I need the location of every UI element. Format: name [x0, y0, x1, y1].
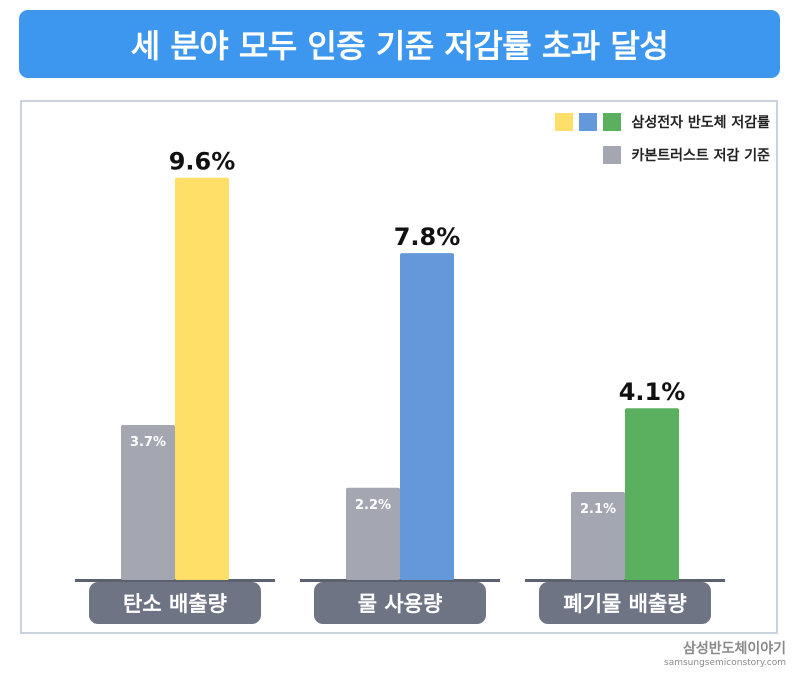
legend-label-carbon-trust: 카본트러스트 저감 기준 [631, 148, 770, 164]
category-label-2: 폐기물 배출량 [563, 592, 686, 616]
baseline-0 [75, 579, 275, 582]
label-samsung-0: 9.6% [169, 148, 236, 176]
label-standard-2: 2.1% [580, 502, 616, 517]
bar-samsung-2 [625, 408, 679, 580]
category-pill-0 [89, 582, 261, 624]
baseline-1 [300, 579, 500, 582]
label-standard-0: 3.7% [130, 435, 166, 450]
legend: 삼성전자 반도체 저감률 카본트러스트 저감 기준 [555, 112, 770, 178]
label-samsung-1: 7.8% [394, 223, 461, 251]
legend-label-samsung: 삼성전자 반도체 저감률 [631, 115, 770, 131]
watermark: 삼성반도체이야기 samsungsemiconstory.com [664, 641, 786, 669]
label-samsung-2: 4.1% [619, 378, 686, 406]
legend-item-carbon-trust: 카본트러스트 저감 기준 [555, 145, 770, 165]
legend-item-samsung: 삼성전자 반도체 저감률 [555, 112, 770, 132]
watermark-main: 삼성반도체이야기 [682, 641, 786, 657]
legend-swatch-yellow [555, 113, 574, 131]
chart-title: 세 분야 모두 인증 기준 저감률 초과 달성 [130, 27, 669, 65]
chart-title-banner: 세 분야 모두 인증 기준 저감률 초과 달성 [19, 10, 780, 78]
legend-swatch-blue [579, 113, 598, 131]
bar-standard-2 [571, 492, 625, 580]
label-standard-1: 2.2% [355, 498, 391, 513]
category-label-1: 물 사용량 [358, 592, 443, 616]
bar-standard-0 [121, 424, 175, 580]
category-pill-2 [539, 582, 711, 624]
legend-swatch-green [603, 113, 622, 131]
bar-standard-1 [346, 487, 400, 580]
bar-samsung-1 [400, 253, 454, 580]
category-label-0: 탄소 배출량 [123, 592, 227, 616]
category-pill-1 [314, 582, 486, 624]
watermark-sub: samsungsemiconstory.com [664, 658, 786, 668]
bar-samsung-0 [175, 177, 229, 580]
legend-swatch-gray [603, 146, 622, 164]
baseline-2 [525, 579, 725, 582]
